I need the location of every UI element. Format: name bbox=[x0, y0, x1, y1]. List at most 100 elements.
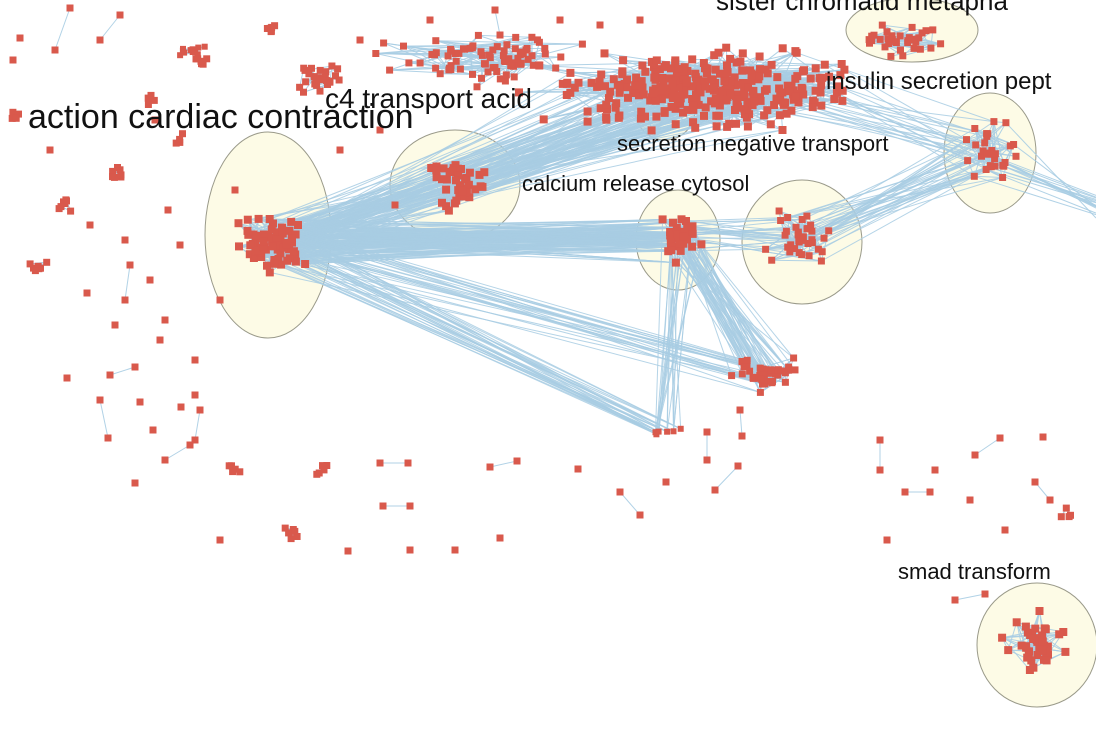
graph-node bbox=[840, 65, 849, 74]
graph-node bbox=[191, 436, 199, 444]
graph-node bbox=[1000, 162, 1008, 170]
graph-node bbox=[888, 32, 896, 40]
graph-node bbox=[738, 358, 746, 365]
graph-node bbox=[816, 88, 825, 97]
graph-node bbox=[658, 86, 666, 95]
graph-edge bbox=[902, 47, 932, 57]
graph-node bbox=[782, 227, 790, 235]
graph-node bbox=[511, 45, 519, 53]
graph-node bbox=[838, 86, 847, 95]
graph-node bbox=[743, 98, 752, 107]
graph-node bbox=[201, 43, 208, 50]
graph-edge bbox=[798, 150, 984, 233]
graph-node bbox=[197, 57, 205, 65]
graph-node bbox=[711, 486, 719, 494]
graph-node bbox=[334, 65, 342, 73]
graph-node bbox=[762, 366, 770, 374]
graph-node bbox=[631, 81, 640, 90]
graph-node bbox=[970, 172, 978, 180]
graph-node bbox=[714, 48, 723, 57]
graph-node bbox=[825, 227, 833, 235]
graph-node bbox=[638, 61, 647, 70]
graph-node bbox=[820, 234, 828, 242]
graph-node bbox=[308, 64, 315, 72]
graph-edge bbox=[570, 71, 646, 74]
graph-node bbox=[808, 239, 816, 247]
graph-edge bbox=[974, 175, 1003, 178]
graph-node bbox=[787, 106, 796, 115]
graph-node bbox=[803, 212, 811, 220]
graph-node bbox=[779, 98, 788, 107]
graph-node bbox=[785, 363, 793, 371]
graph-node bbox=[144, 101, 152, 108]
graph-edge bbox=[666, 231, 671, 432]
graph-node bbox=[983, 132, 991, 140]
graph-node bbox=[755, 72, 764, 81]
graph-node bbox=[658, 74, 667, 82]
graph-node bbox=[781, 378, 789, 386]
graph-node bbox=[1012, 152, 1020, 160]
graph-edge bbox=[787, 177, 1003, 218]
graph-node bbox=[966, 496, 974, 504]
graph-node bbox=[636, 511, 644, 519]
graph-edge bbox=[277, 238, 763, 385]
graph-edge bbox=[655, 219, 664, 433]
graph-node bbox=[808, 103, 817, 112]
graph-node bbox=[671, 258, 680, 267]
graph-node bbox=[795, 237, 803, 245]
graph-node bbox=[670, 428, 677, 435]
graph-node bbox=[461, 45, 469, 53]
graph-node bbox=[1030, 634, 1039, 643]
graph-node bbox=[703, 428, 711, 436]
graph-node bbox=[1021, 622, 1030, 631]
graph-node bbox=[730, 73, 739, 82]
graph-node bbox=[177, 52, 184, 59]
graph-node bbox=[820, 60, 829, 69]
graph-node bbox=[918, 29, 926, 37]
graph-node bbox=[804, 240, 812, 247]
graph-edge bbox=[681, 237, 761, 369]
graph-node bbox=[705, 84, 714, 93]
graph-node bbox=[618, 67, 627, 76]
graph-edge bbox=[485, 39, 538, 65]
cluster-label-insulin-secretion: insulin secretion pept bbox=[826, 68, 1052, 95]
graph-node bbox=[552, 64, 560, 72]
graph-node bbox=[161, 316, 169, 324]
graph-node bbox=[785, 87, 794, 96]
graph-node bbox=[703, 456, 711, 464]
graph-node bbox=[203, 55, 211, 63]
graph-node bbox=[404, 459, 412, 467]
graph-node bbox=[406, 502, 414, 510]
graph-edge bbox=[655, 227, 689, 433]
graph-node bbox=[452, 57, 460, 65]
graph-node bbox=[67, 207, 75, 215]
graph-node bbox=[742, 79, 751, 88]
graph-node bbox=[428, 51, 436, 58]
graph-edge bbox=[469, 98, 663, 174]
graph-node bbox=[438, 198, 446, 207]
graph-node bbox=[636, 16, 644, 24]
graph-node bbox=[749, 373, 757, 381]
graph-node bbox=[884, 35, 892, 43]
graph-node bbox=[541, 50, 549, 58]
graph-node bbox=[600, 49, 609, 58]
graph-node bbox=[216, 536, 224, 544]
graph-node bbox=[651, 96, 660, 105]
graph-node bbox=[641, 112, 649, 121]
graph-edge bbox=[277, 171, 457, 240]
cluster-label-c4-transport-acid: c4 transport acid bbox=[325, 83, 532, 114]
graph-node bbox=[274, 254, 283, 263]
graph-node bbox=[991, 150, 999, 158]
graph-node bbox=[1002, 119, 1010, 127]
graph-node bbox=[803, 225, 811, 233]
graph-node bbox=[800, 66, 808, 75]
graph-node bbox=[791, 366, 799, 374]
graph-node bbox=[442, 202, 451, 211]
graph-node bbox=[269, 219, 277, 228]
graph-node bbox=[372, 50, 380, 57]
graph-node bbox=[799, 233, 807, 241]
graph-node bbox=[278, 229, 287, 238]
graph-edge bbox=[440, 73, 473, 75]
graph-node bbox=[646, 96, 655, 105]
graph-edge bbox=[974, 175, 1096, 216]
